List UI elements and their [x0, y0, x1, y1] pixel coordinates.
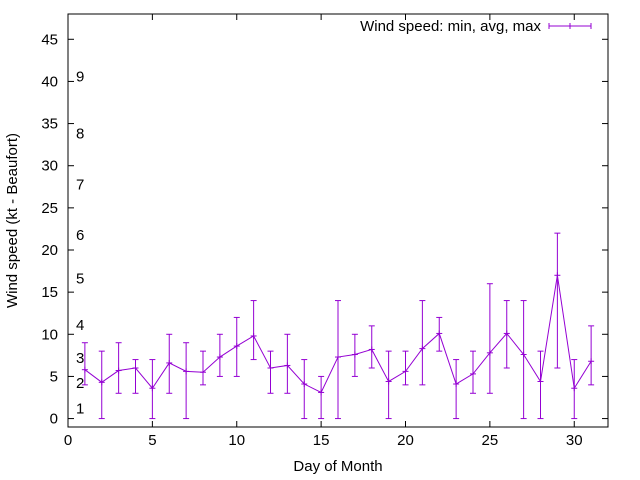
y-tick-label: 5	[50, 368, 58, 385]
y-tick-label: 45	[41, 31, 58, 48]
y-tick-label: 30	[41, 158, 58, 175]
series-line	[84, 275, 592, 394]
y-tick-label: 40	[41, 73, 58, 90]
beaufort-label: 8	[76, 126, 84, 143]
legend: Wind speed: min, avg, max	[360, 18, 592, 35]
x-axis-ticks: 0 5 10 15 20 25 30	[64, 14, 583, 449]
beaufort-scale-labels: 1 2 3 4 5 6 7 8 9	[76, 68, 84, 417]
legend-label: Wind speed: min, avg, max	[360, 18, 541, 35]
beaufort-label: 9	[76, 68, 84, 85]
beaufort-label: 2	[76, 375, 84, 392]
y-tick-label: 10	[41, 326, 58, 343]
beaufort-label: 6	[76, 227, 84, 244]
x-tick-label: 10	[228, 432, 245, 449]
beaufort-label: 7	[76, 176, 84, 193]
x-tick-label: 5	[148, 432, 156, 449]
y-tick-label: 25	[41, 200, 58, 217]
x-tick-label: 15	[313, 432, 330, 449]
beaufort-label: 5	[76, 271, 84, 288]
y-tick-label: 20	[41, 242, 58, 259]
x-tick-label: 20	[397, 432, 414, 449]
x-tick-label: 30	[566, 432, 583, 449]
chart-marks	[81, 232, 595, 420]
x-axis-title: Day of Month	[293, 458, 382, 475]
y-tick-label: 35	[41, 116, 58, 133]
beaufort-label: 4	[76, 317, 84, 334]
x-tick-label: 0	[64, 432, 72, 449]
beaufort-label: 1	[76, 400, 84, 417]
y-tick-label: 15	[41, 284, 58, 301]
y-axis-title: Wind speed (kt - Beaufort)	[4, 133, 21, 308]
beaufort-label: 3	[76, 350, 84, 367]
y-tick-label: 0	[50, 411, 58, 428]
plot-frame	[67, 13, 609, 428]
x-tick-label: 25	[482, 432, 499, 449]
